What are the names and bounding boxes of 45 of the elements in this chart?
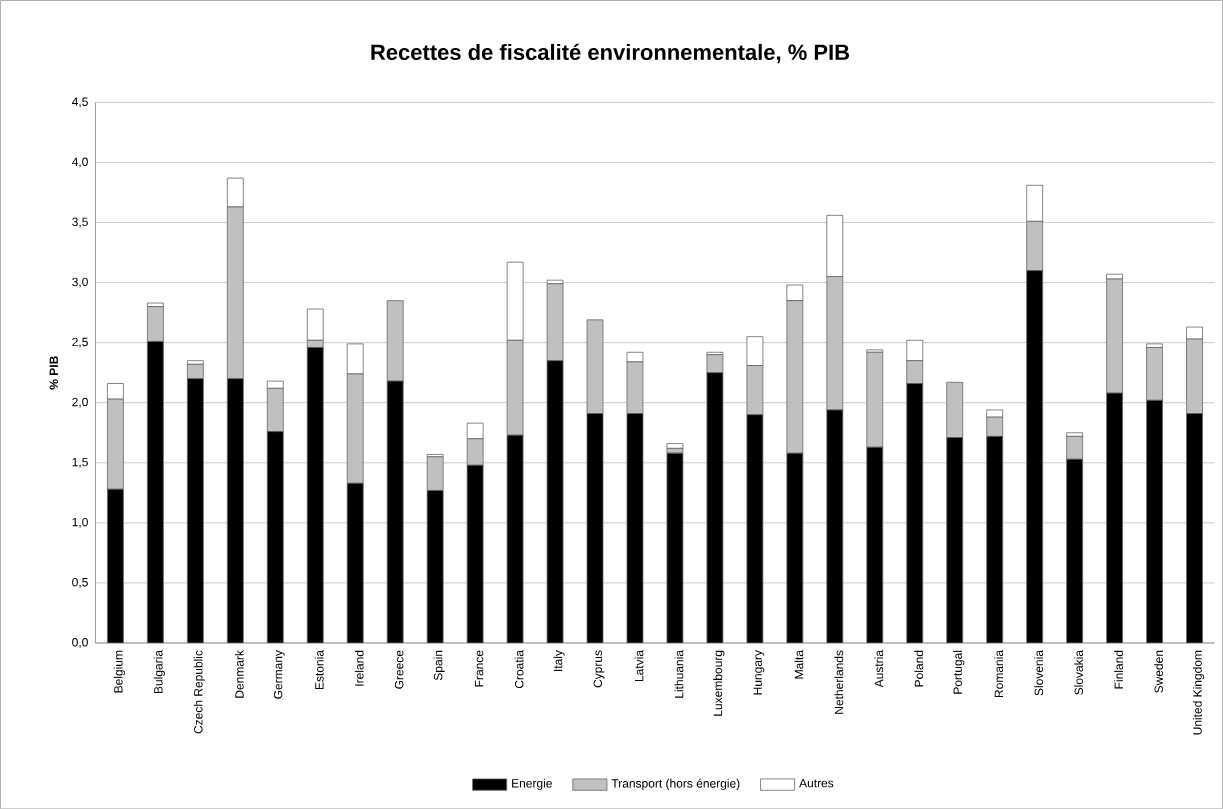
x-tick-label: France xyxy=(474,650,484,687)
y-tick-label: 3,0 xyxy=(72,277,88,288)
x-tick-label: Austria xyxy=(874,649,884,688)
x-tick-label: Bulgaria xyxy=(153,649,165,693)
x-tick-label: Estonia xyxy=(314,649,324,689)
x-tick-label: Cyprus xyxy=(593,650,605,688)
chart-title: Recettes de fiscalité environnementale, % PIB xyxy=(371,43,850,64)
x-tick-label: Slovenia xyxy=(1034,649,1044,696)
legend-label: Energie xyxy=(512,778,552,790)
y-tick-label: 0,0 xyxy=(72,637,88,648)
x-tick-label: Malta xyxy=(794,649,804,679)
x-tick-label: Slovakia xyxy=(1074,649,1084,695)
x-tick-label: Luxembourg xyxy=(713,650,725,716)
y-tick-label: 1,0 xyxy=(72,517,88,528)
y-axis-title: % PIB xyxy=(49,356,58,390)
x-tick-label: Poland xyxy=(914,650,924,687)
bar xyxy=(666,443,684,449)
legend-label: Transport (hors énergie) xyxy=(611,778,740,790)
x-tick-label: Latvia xyxy=(634,649,644,681)
y-tick-label: 2,5 xyxy=(72,337,88,348)
x-tick-label: Germany xyxy=(273,649,285,699)
y-tick-label: 2,0 xyxy=(72,397,88,408)
y-tick-label: 1,5 xyxy=(72,457,88,468)
x-tick-label: Hungary xyxy=(753,649,765,695)
x-tick-label: Italy xyxy=(553,649,565,671)
y-tick-label: 3,5 xyxy=(72,217,88,228)
y-tick-label: 4,0 xyxy=(71,157,88,168)
x-tick-label: Croatia xyxy=(514,649,524,688)
x-tick-label: Portugal xyxy=(953,650,965,694)
x-tick-label: Romania xyxy=(994,649,1004,697)
x-tick-label: Denmark xyxy=(234,649,244,698)
x-tick-label: Ireland xyxy=(354,650,364,686)
x-tick-label: United Kingdom xyxy=(1192,650,1205,735)
bar xyxy=(666,452,684,643)
x-tick-label: Sweden xyxy=(1154,650,1163,693)
x-tick-label: Finland xyxy=(1114,650,1124,689)
x-tick-label: Netherlands xyxy=(834,650,844,714)
x-tick-label: Spain xyxy=(433,650,445,680)
x-tick-label: Belgium xyxy=(113,650,125,693)
y-tick-label: 4,5 xyxy=(71,97,88,108)
x-tick-label: Greece xyxy=(394,650,404,689)
legend-label: Autres xyxy=(799,778,834,788)
x-tick-label: Lithuania xyxy=(674,649,684,698)
y-tick-label: 0,5 xyxy=(72,577,88,588)
x-tick-label: Czech Republic xyxy=(193,650,205,734)
